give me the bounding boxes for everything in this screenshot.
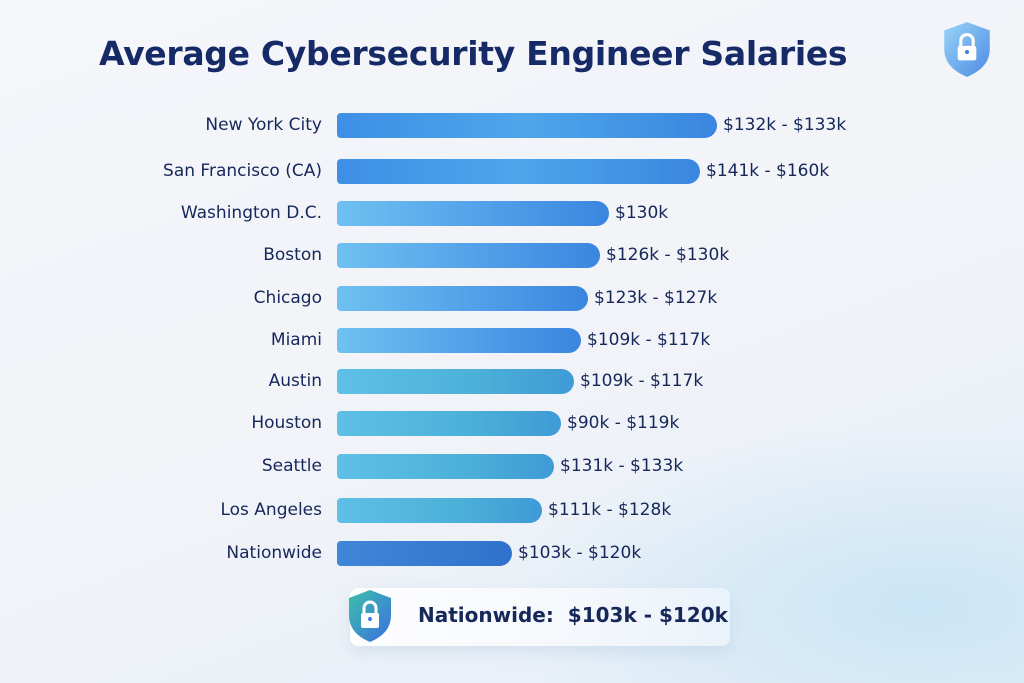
value-label: $111k - $128k bbox=[548, 500, 672, 520]
category-label: Chicago bbox=[253, 288, 322, 308]
bar bbox=[337, 201, 609, 226]
bar-row: Boston $126k - $130k bbox=[0, 243, 1024, 269]
bar bbox=[337, 159, 700, 184]
category-label: San Francisco (CA) bbox=[163, 161, 322, 181]
category-label: Miami bbox=[270, 330, 322, 350]
category-label: Washington D.C. bbox=[180, 203, 322, 223]
bar bbox=[337, 454, 554, 479]
category-label: New York City bbox=[205, 115, 322, 135]
bar-row: Houston $90k - $119k bbox=[0, 411, 1024, 437]
category-label: Boston bbox=[263, 245, 322, 265]
bar-row: Chicago $123k - $127k bbox=[0, 286, 1024, 312]
summary-label: Nationwide: bbox=[418, 603, 554, 627]
bar-row: Seattle $131k - $133k bbox=[0, 454, 1024, 480]
bar bbox=[337, 243, 600, 268]
bar-row: Nationwide $103k - $120k bbox=[0, 541, 1024, 567]
bar bbox=[337, 411, 561, 436]
bar bbox=[337, 328, 581, 353]
category-label: Los Angeles bbox=[220, 500, 322, 520]
bar-row: Austin $109k - $117k bbox=[0, 369, 1024, 395]
bar-row: San Francisco (CA) $141k - $160k bbox=[0, 159, 1024, 185]
shield-lock-icon bbox=[944, 22, 990, 77]
bar bbox=[337, 113, 717, 138]
shield-lock-icon bbox=[349, 590, 391, 642]
value-label: $130k bbox=[615, 203, 669, 223]
value-label: $109k - $117k bbox=[587, 330, 711, 350]
bar-row: Washington D.C. $130k bbox=[0, 201, 1024, 227]
bar bbox=[337, 541, 512, 566]
value-label: $126k - $130k bbox=[606, 245, 730, 265]
bar bbox=[337, 369, 574, 394]
value-label: $90k - $119k bbox=[567, 413, 680, 433]
summary-value: $103k - $120k bbox=[567, 603, 728, 627]
bar-row: Los Angeles $111k - $128k bbox=[0, 498, 1024, 524]
bar bbox=[337, 498, 542, 523]
nationwide-summary: Nationwide: $103k - $120k bbox=[349, 588, 730, 646]
bar-row: Miami $109k - $117k bbox=[0, 328, 1024, 354]
category-label: Seattle bbox=[261, 456, 322, 476]
category-label: Houston bbox=[251, 413, 322, 433]
category-label: Nationwide bbox=[226, 543, 322, 563]
bar bbox=[337, 286, 588, 311]
bar-row: New York City $132k - $133k bbox=[0, 113, 1024, 139]
value-label: $123k - $127k bbox=[594, 288, 718, 308]
value-label: $132k - $133k bbox=[723, 115, 847, 135]
category-label: Austin bbox=[268, 371, 322, 391]
value-label: $141k - $160k bbox=[706, 161, 830, 181]
value-label: $103k - $120k bbox=[518, 543, 642, 563]
value-label: $131k - $133k bbox=[560, 456, 684, 476]
value-label: $109k - $117k bbox=[580, 371, 704, 391]
chart-title: Average Cybersecurity Engineer Salaries bbox=[99, 34, 848, 73]
